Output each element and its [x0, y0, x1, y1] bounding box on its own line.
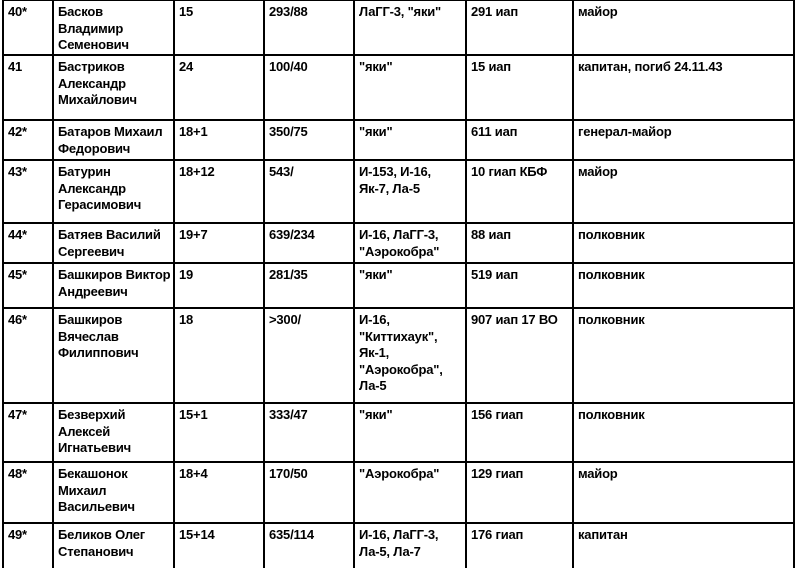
- cell-rank: полковник: [572, 307, 795, 404]
- cell-name: Башкиров Вячеслав Филиппович: [52, 307, 175, 404]
- cell-rank: капитан: [572, 522, 795, 568]
- cell-aircraft: И-16, ЛаГГ-3, Ла-5, Ла-7: [353, 522, 467, 568]
- cell-victories: 15+1: [173, 402, 265, 463]
- cell-rank: капитан, погиб 24.11.43: [572, 54, 795, 121]
- cell-rank: майор: [572, 159, 795, 224]
- cell-victories: 18+4: [173, 461, 265, 524]
- table-row: 40* Басков Владимир Семенович 15 293/88 …: [2, 0, 795, 56]
- cell-unit: 88 иап: [465, 222, 574, 264]
- cell-sorties: 543/: [263, 159, 355, 224]
- cell-name: Батяев Василий Сергеевич: [52, 222, 175, 264]
- cell-rank: полковник: [572, 402, 795, 463]
- cell-number: 49*: [2, 522, 54, 568]
- cell-number: 40*: [2, 0, 54, 56]
- cell-number: 45*: [2, 262, 54, 309]
- table-row: 42* Батаров Михаил Федорович 18+1 350/75…: [2, 119, 795, 161]
- cell-unit: 611 иап: [465, 119, 574, 161]
- cell-number: 43*: [2, 159, 54, 224]
- cell-name: Батаров Михаил Федорович: [52, 119, 175, 161]
- cell-rank: майор: [572, 0, 795, 56]
- cell-aircraft: И-153, И-16, Як-7, Ла-5: [353, 159, 467, 224]
- cell-aircraft: "яки": [353, 402, 467, 463]
- cell-aircraft: "яки": [353, 54, 467, 121]
- cell-aircraft: "яки": [353, 119, 467, 161]
- cell-number: 42*: [2, 119, 54, 161]
- cell-sorties: 350/75: [263, 119, 355, 161]
- cell-victories: 19+7: [173, 222, 265, 264]
- cell-name: Беликов Олег Степанович: [52, 522, 175, 568]
- table-row: 47* Безверхий Алексей Игнатьевич 15+1 33…: [2, 402, 795, 463]
- cell-sorties: 281/35: [263, 262, 355, 309]
- cell-victories: 18+1: [173, 119, 265, 161]
- cell-victories: 19: [173, 262, 265, 309]
- cell-sorties: 333/47: [263, 402, 355, 463]
- table-row: 41 Бастриков Александр Михайлович 24 100…: [2, 54, 795, 121]
- table-row: 48* Бекашонок Михаил Васильевич 18+4 170…: [2, 461, 795, 524]
- cell-aircraft: ЛаГГ-3, "яки": [353, 0, 467, 56]
- cell-number: 47*: [2, 402, 54, 463]
- cell-rank: генерал-майор: [572, 119, 795, 161]
- cell-victories: 24: [173, 54, 265, 121]
- cell-victories: 15: [173, 0, 265, 56]
- cell-sorties: 100/40: [263, 54, 355, 121]
- table-row: 46* Башкиров Вячеслав Филиппович 18 >300…: [2, 307, 795, 404]
- cell-victories: 18: [173, 307, 265, 404]
- cell-name: Бекашонок Михаил Васильевич: [52, 461, 175, 524]
- cell-name: Безверхий Алексей Игнатьевич: [52, 402, 175, 463]
- table-row: 43* Батурин Александр Герасимович 18+12 …: [2, 159, 795, 224]
- cell-number: 44*: [2, 222, 54, 264]
- cell-rank: полковник: [572, 262, 795, 309]
- cell-unit: 176 гиап: [465, 522, 574, 568]
- cell-unit: 156 гиап: [465, 402, 574, 463]
- cell-sorties: >300/: [263, 307, 355, 404]
- cell-victories: 18+12: [173, 159, 265, 224]
- cell-unit: 907 иап 17 ВО: [465, 307, 574, 404]
- cell-aircraft: "Аэрокобра": [353, 461, 467, 524]
- cell-aircraft: И-16, "Киттихаук", Як-1, "Аэрокобра", Ла…: [353, 307, 467, 404]
- cell-unit: 15 иап: [465, 54, 574, 121]
- cell-number: 48*: [2, 461, 54, 524]
- cell-unit: 519 иап: [465, 262, 574, 309]
- cell-victories: 15+14: [173, 522, 265, 568]
- cell-name: Басков Владимир Семенович: [52, 0, 175, 56]
- cell-unit: 10 гиап КБФ: [465, 159, 574, 224]
- cell-aircraft: "яки": [353, 262, 467, 309]
- cell-rank: полковник: [572, 222, 795, 264]
- cell-unit: 129 гиап: [465, 461, 574, 524]
- cell-unit: 291 иап: [465, 0, 574, 56]
- cell-aircraft: И-16, ЛаГГ-3, "Аэрокобра": [353, 222, 467, 264]
- cell-sorties: 170/50: [263, 461, 355, 524]
- table-row: 45* Башкиров Виктор Андреевич 19 281/35 …: [2, 262, 795, 309]
- cell-sorties: 639/234: [263, 222, 355, 264]
- cell-name: Бастриков Александр Михайлович: [52, 54, 175, 121]
- cell-number: 41: [2, 54, 54, 121]
- cell-sorties: 635/114: [263, 522, 355, 568]
- cell-sorties: 293/88: [263, 0, 355, 56]
- cell-name: Башкиров Виктор Андреевич: [52, 262, 175, 309]
- table-row: 49* Беликов Олег Степанович 15+14 635/11…: [2, 522, 795, 568]
- cell-number: 46*: [2, 307, 54, 404]
- cell-rank: майор: [572, 461, 795, 524]
- table-row: 44* Батяев Василий Сергеевич 19+7 639/23…: [2, 222, 795, 264]
- cell-name: Батурин Александр Герасимович: [52, 159, 175, 224]
